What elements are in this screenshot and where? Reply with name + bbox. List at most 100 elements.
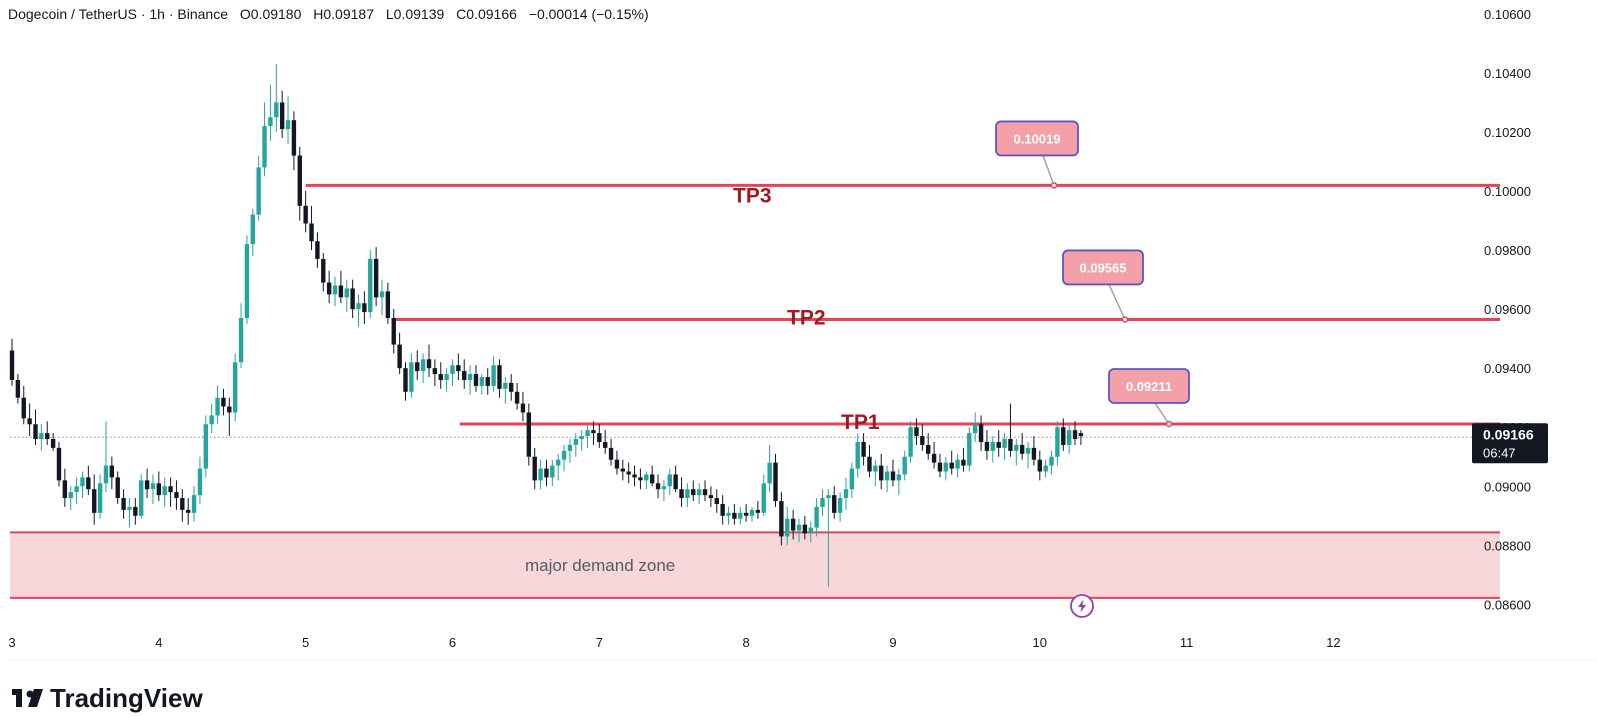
candle-body	[391, 317, 396, 345]
candle	[720, 495, 725, 525]
candle-body	[602, 441, 608, 448]
candle-body	[1072, 430, 1078, 440]
candle	[567, 439, 573, 463]
candle-body	[432, 368, 438, 375]
candle-body	[849, 468, 855, 490]
candle-body	[972, 424, 978, 434]
candle	[597, 424, 602, 448]
candle-body	[567, 444, 573, 451]
candle	[185, 498, 191, 525]
candle-body	[509, 382, 514, 392]
candle	[491, 356, 496, 392]
tp1-callout-leader	[1154, 402, 1170, 425]
candle	[920, 424, 925, 451]
lightning-icon[interactable]	[1070, 594, 1094, 618]
candle-body	[978, 424, 984, 442]
candle-body	[702, 489, 708, 496]
candle	[33, 409, 38, 445]
candle-body	[655, 483, 661, 490]
candle-body	[902, 456, 907, 475]
candle	[514, 382, 520, 410]
candle	[479, 374, 485, 395]
candle-body	[720, 503, 725, 516]
time-axis[interactable]: 3 4 5 6 7 8 9 10 11 12	[8, 635, 1340, 650]
candle	[1061, 418, 1066, 451]
tp3-callout[interactable]: 0.10019	[995, 120, 1079, 189]
candle-body	[1008, 439, 1013, 451]
candle-body	[362, 303, 367, 313]
candle-body	[632, 474, 637, 478]
candle-body	[943, 462, 949, 472]
candle-body	[379, 291, 385, 298]
current-price-value: 0.09166	[1483, 426, 1534, 442]
candle-body	[467, 374, 473, 380]
candle	[544, 459, 549, 487]
candle	[203, 415, 209, 478]
candle-body	[168, 486, 173, 493]
candle-body	[573, 439, 579, 445]
ohlc-close: C0.09166	[456, 6, 517, 22]
demand-zone-fill	[10, 532, 1500, 598]
candle	[221, 388, 226, 416]
candle	[802, 515, 808, 540]
candles	[9, 64, 1084, 587]
candle-body	[785, 518, 790, 537]
tp1-callout[interactable]: 0.09211	[1108, 368, 1190, 428]
tp3-level[interactable]: TP3	[305, 183, 1500, 207]
candle-body	[238, 317, 244, 363]
candle-body	[1061, 427, 1066, 445]
candle	[191, 486, 197, 522]
candle	[608, 439, 614, 466]
candle-body	[39, 433, 44, 440]
candle-body	[996, 441, 1001, 448]
candle-body	[227, 406, 232, 413]
candle-body	[926, 444, 931, 454]
candle-body	[644, 474, 649, 481]
tradingview-logo-icon[interactable]	[12, 689, 43, 707]
tp1-level[interactable]: TP1	[459, 411, 1500, 434]
candle	[749, 506, 755, 522]
candle	[879, 453, 884, 490]
tp2-level[interactable]: TP2	[393, 306, 1500, 329]
tp2-label: TP2	[787, 306, 826, 329]
candle	[121, 489, 126, 519]
candle	[27, 403, 32, 437]
tp3-label: TP3	[733, 184, 772, 207]
candle-body	[561, 450, 567, 460]
candle-body	[591, 430, 596, 434]
candle	[68, 486, 73, 510]
candle	[232, 353, 238, 422]
demand-zone-label: major demand zone	[525, 556, 675, 575]
candle-body	[920, 436, 925, 445]
candle	[726, 506, 731, 525]
candle-body	[749, 509, 755, 516]
candle-body	[491, 365, 496, 386]
candle	[890, 459, 896, 487]
candle-body	[309, 223, 314, 242]
candle-body	[191, 495, 197, 513]
tp2-callout[interactable]: 0.09565	[1062, 249, 1144, 323]
candle-body	[438, 374, 443, 380]
candle	[350, 279, 355, 318]
price-tick-label: 0.09400	[1484, 361, 1531, 376]
candle-body	[931, 453, 937, 463]
candle-body	[837, 498, 843, 513]
demand-zone[interactable]: major demand zone	[10, 531, 1500, 599]
tp3-callout-box	[995, 120, 1079, 157]
candle	[385, 282, 391, 324]
candle	[626, 462, 631, 484]
candle	[649, 465, 655, 487]
candle	[379, 279, 385, 316]
candle	[403, 362, 408, 401]
candle	[1008, 403, 1013, 457]
candle	[274, 64, 279, 132]
candle	[967, 427, 972, 472]
candle	[21, 385, 26, 425]
symbol-title: Dogecoin / TetherUS · 1h · Binance	[8, 6, 228, 22]
candle	[996, 430, 1001, 457]
candle-body	[373, 258, 379, 298]
candle-body	[92, 489, 97, 513]
price-tick-label: 0.10600	[1484, 7, 1531, 22]
candle-body	[321, 258, 326, 283]
